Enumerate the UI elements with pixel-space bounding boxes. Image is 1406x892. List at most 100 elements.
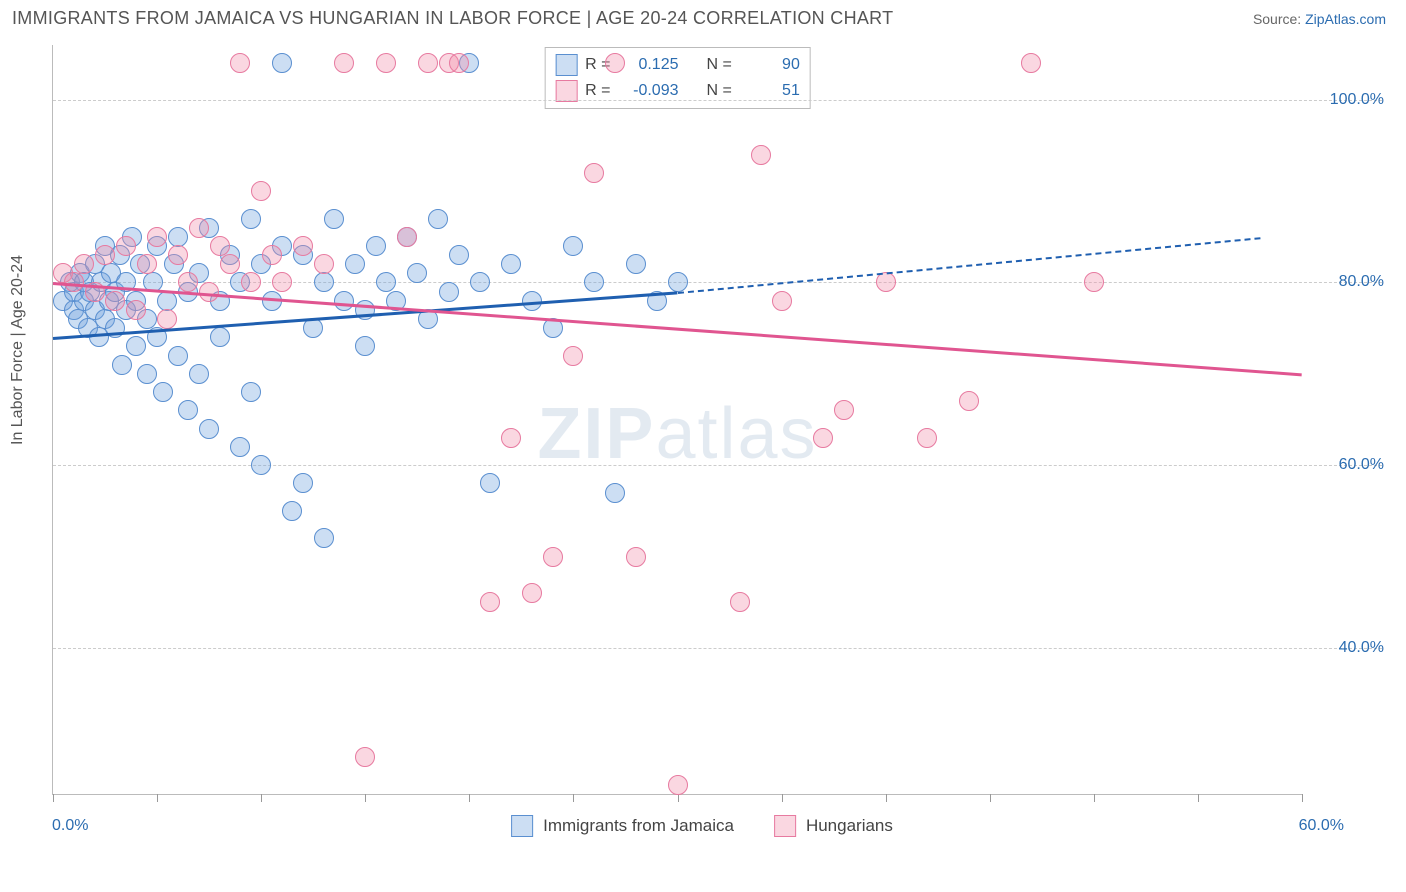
data-point-series-0 bbox=[314, 272, 334, 292]
data-point-series-1 bbox=[189, 218, 209, 238]
data-point-series-1 bbox=[522, 583, 542, 603]
r-value-1: -0.093 bbox=[619, 82, 679, 100]
source-attribution: Source: ZipAtlas.com bbox=[1253, 11, 1386, 27]
data-point-series-1 bbox=[272, 272, 292, 292]
x-axis-label-min: 0.0% bbox=[52, 817, 88, 835]
data-point-series-0 bbox=[605, 483, 625, 503]
data-point-series-1 bbox=[751, 145, 771, 165]
data-point-series-1 bbox=[584, 163, 604, 183]
data-point-series-1 bbox=[668, 775, 688, 795]
chart-title: IMMIGRANTS FROM JAMAICA VS HUNGARIAN IN … bbox=[12, 8, 893, 29]
data-point-series-0 bbox=[272, 53, 292, 73]
data-point-series-1 bbox=[334, 53, 354, 73]
data-point-series-1 bbox=[876, 272, 896, 292]
data-point-series-0 bbox=[293, 473, 313, 493]
data-point-series-0 bbox=[470, 272, 490, 292]
data-point-series-0 bbox=[334, 291, 354, 311]
data-point-series-1 bbox=[116, 236, 136, 256]
data-point-series-1 bbox=[262, 245, 282, 265]
data-point-series-0 bbox=[314, 528, 334, 548]
data-point-series-0 bbox=[449, 245, 469, 265]
data-point-series-1 bbox=[74, 254, 94, 274]
legend-label-1: Hungarians bbox=[806, 816, 893, 836]
data-point-series-1 bbox=[251, 181, 271, 201]
n-value-0: 90 bbox=[740, 56, 800, 74]
chart-header: IMMIGRANTS FROM JAMAICA VS HUNGARIAN IN … bbox=[0, 0, 1406, 33]
source-prefix: Source: bbox=[1253, 11, 1305, 27]
data-point-series-1 bbox=[376, 53, 396, 73]
x-tick bbox=[990, 794, 991, 802]
x-axis-label-max: 60.0% bbox=[1299, 817, 1344, 835]
data-point-series-0 bbox=[366, 236, 386, 256]
data-point-series-0 bbox=[230, 437, 250, 457]
data-point-series-0 bbox=[137, 364, 157, 384]
watermark-light: atlas bbox=[655, 394, 817, 474]
data-point-series-1 bbox=[1021, 53, 1041, 73]
data-point-series-1 bbox=[449, 53, 469, 73]
data-point-series-0 bbox=[584, 272, 604, 292]
data-point-series-0 bbox=[345, 254, 365, 274]
x-tick bbox=[782, 794, 783, 802]
data-point-series-0 bbox=[480, 473, 500, 493]
data-point-series-1 bbox=[314, 254, 334, 274]
x-tick bbox=[1302, 794, 1303, 802]
watermark: ZIPatlas bbox=[537, 393, 817, 475]
data-point-series-0 bbox=[428, 209, 448, 229]
data-point-series-0 bbox=[210, 327, 230, 347]
data-point-series-1 bbox=[397, 227, 417, 247]
data-point-series-0 bbox=[626, 254, 646, 274]
data-point-series-1 bbox=[178, 272, 198, 292]
x-tick bbox=[53, 794, 54, 802]
y-axis-label: 100.0% bbox=[1330, 91, 1384, 109]
legend-swatch-0b bbox=[511, 815, 533, 837]
data-point-series-1 bbox=[959, 391, 979, 411]
data-point-series-1 bbox=[626, 547, 646, 567]
data-point-series-1 bbox=[917, 428, 937, 448]
data-point-series-0 bbox=[439, 282, 459, 302]
legend-row-0: R = 0.125 N = 90 bbox=[555, 52, 800, 78]
x-tick bbox=[1198, 794, 1199, 802]
data-point-series-0 bbox=[153, 382, 173, 402]
source-link[interactable]: ZipAtlas.com bbox=[1305, 11, 1386, 27]
data-point-series-1 bbox=[147, 227, 167, 247]
n-label: N = bbox=[707, 82, 732, 100]
y-axis-label: 40.0% bbox=[1339, 639, 1384, 657]
x-tick bbox=[886, 794, 887, 802]
data-point-series-0 bbox=[376, 272, 396, 292]
data-point-series-0 bbox=[282, 501, 302, 521]
data-point-series-0 bbox=[355, 336, 375, 356]
x-tick bbox=[261, 794, 262, 802]
data-point-series-0 bbox=[563, 236, 583, 256]
series-legend: Immigrants from Jamaica Hungarians bbox=[511, 815, 893, 837]
legend-item-0: Immigrants from Jamaica bbox=[511, 815, 734, 837]
data-point-series-0 bbox=[199, 419, 219, 439]
gridline-h bbox=[53, 648, 1382, 649]
n-value-1: 51 bbox=[740, 82, 800, 100]
data-point-series-1 bbox=[230, 53, 250, 73]
data-point-series-1 bbox=[501, 428, 521, 448]
x-tick bbox=[365, 794, 366, 802]
data-point-series-1 bbox=[772, 291, 792, 311]
data-point-series-1 bbox=[293, 236, 313, 256]
data-point-series-1 bbox=[834, 400, 854, 420]
data-point-series-1 bbox=[137, 254, 157, 274]
data-point-series-0 bbox=[178, 400, 198, 420]
data-point-series-0 bbox=[407, 263, 427, 283]
watermark-bold: ZIP bbox=[537, 394, 655, 474]
x-tick bbox=[469, 794, 470, 802]
data-point-series-0 bbox=[668, 272, 688, 292]
legend-swatch-0 bbox=[555, 54, 577, 76]
data-point-series-1 bbox=[605, 53, 625, 73]
y-axis-title: In Labor Force | Age 20-24 bbox=[9, 255, 27, 445]
data-point-series-1 bbox=[126, 300, 146, 320]
data-point-series-1 bbox=[355, 747, 375, 767]
x-tick bbox=[1094, 794, 1095, 802]
data-point-series-1 bbox=[168, 245, 188, 265]
data-point-series-1 bbox=[105, 291, 125, 311]
data-point-series-1 bbox=[813, 428, 833, 448]
data-point-series-1 bbox=[563, 346, 583, 366]
n-label: N = bbox=[707, 56, 732, 74]
legend-swatch-1b bbox=[774, 815, 796, 837]
data-point-series-0 bbox=[126, 336, 146, 356]
data-point-series-1 bbox=[220, 254, 240, 274]
